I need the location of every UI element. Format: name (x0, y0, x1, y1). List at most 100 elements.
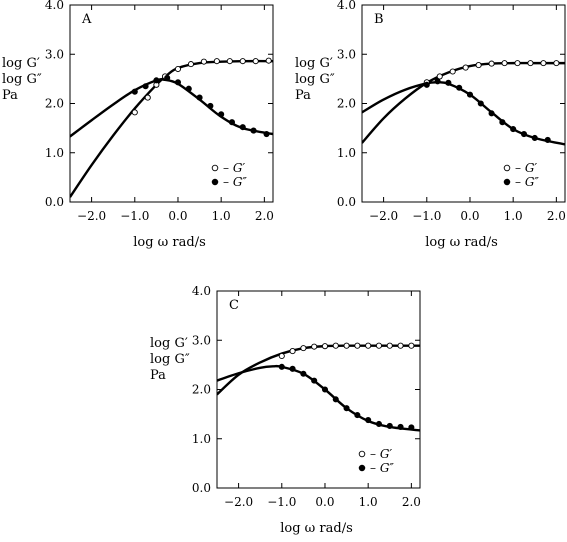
y-axis-label-line: Pa (150, 368, 166, 383)
legend-marker (211, 164, 219, 172)
legend-marker (503, 178, 511, 186)
y-tick-label: 4.0 (45, 0, 64, 12)
y-axis-label-line: log G″ (2, 72, 42, 87)
legend-marker (503, 164, 511, 172)
y-tick-label: 1.0 (337, 146, 356, 160)
g-double-prime-point (289, 365, 296, 372)
y-tick-label: 1.0 (45, 146, 64, 160)
g-double-prime-point (477, 100, 484, 107)
g-prime-point (475, 62, 482, 69)
g-prime-point (278, 352, 285, 360)
g-double-prime-point (343, 405, 350, 412)
g-prime-point (449, 68, 456, 75)
legend-label: – G″ (370, 461, 394, 475)
g-prime-point (375, 342, 383, 349)
legend-label: – G′ (223, 161, 245, 175)
g-double-prime-point (207, 102, 214, 110)
g-prime-point (540, 60, 547, 67)
x-tick-label: 0.0 (168, 209, 187, 223)
g-double-prime-point (434, 78, 441, 85)
legend-marker (211, 178, 219, 186)
legend-marker (358, 464, 366, 472)
g-double-prime-point (488, 110, 495, 117)
y-tick-label: 2.0 (192, 383, 211, 397)
y-tick-label: 3.0 (337, 47, 356, 61)
g-double-prime-point (321, 386, 329, 393)
fit-curve-g-prime (362, 61, 565, 144)
g-double-prime-point (332, 396, 339, 403)
y-axis-label-line: log G′ (295, 56, 333, 71)
g-prime-point (514, 60, 521, 67)
x-tick-label: 2.0 (547, 209, 566, 223)
g-double-prime-point (531, 134, 538, 142)
g-double-prime-point (250, 127, 257, 134)
g-double-prime-point (423, 81, 430, 88)
x-tick-label: −2.0 (77, 209, 106, 223)
g-prime-point (365, 342, 372, 349)
y-tick-label: 3.0 (192, 333, 211, 347)
g-prime-point (332, 342, 339, 349)
g-double-prime-point (445, 79, 452, 86)
g-double-prime-point (365, 416, 372, 424)
y-tick-label: 4.0 (337, 0, 356, 12)
panel-label: B (374, 12, 384, 27)
g-prime-point (144, 94, 151, 101)
g-double-prime-point (466, 91, 474, 98)
panel-label: C (229, 298, 239, 313)
y-tick-label: 3.0 (45, 47, 64, 61)
g-double-prime-point (375, 420, 383, 428)
g-prime-point (131, 109, 138, 116)
g-prime-point (408, 342, 415, 349)
g-double-prime-point (239, 124, 246, 131)
x-tick-label: 0.0 (315, 495, 334, 509)
g-prime-point (239, 58, 246, 65)
g-double-prime-point (164, 74, 171, 81)
y-tick-label: 2.0 (45, 97, 64, 111)
x-tick-label: −2.0 (224, 495, 253, 509)
g-double-prime-point (510, 126, 517, 133)
g-prime-point (200, 58, 207, 65)
x-tick-label: −1.0 (412, 209, 441, 223)
g-double-prime-point (263, 130, 270, 138)
y-tick-label: 0.0 (192, 481, 211, 495)
y-axis-label-line: log G′ (150, 336, 188, 351)
legend-label: – G′ (515, 161, 537, 175)
x-tick-label: 2.0 (402, 495, 421, 509)
legend-label: – G′ (370, 447, 392, 461)
g-prime-point (488, 60, 495, 67)
g-double-prime-point (520, 130, 528, 138)
g-double-prime-point (408, 424, 415, 431)
g-double-prime-point (386, 422, 393, 429)
g-double-prime-point (153, 77, 160, 84)
g-prime-point (553, 60, 560, 67)
fit-curve-g-double-prime (217, 364, 420, 432)
g-double-prime-point (397, 423, 404, 430)
g-prime-point (321, 343, 329, 350)
y-tick-label: 0.0 (337, 195, 356, 209)
g-double-prime-point (311, 377, 318, 384)
g-prime-point (226, 58, 233, 65)
g-prime-point (311, 343, 318, 350)
x-tick-label: 0.0 (460, 209, 479, 223)
x-axis-label: log ω rad/s (425, 235, 498, 250)
y-axis-label-line: Pa (2, 88, 18, 103)
g-double-prime-point (131, 88, 138, 95)
y-axis-label-line: log G′ (2, 56, 40, 71)
y-axis-label-line: log G″ (295, 72, 335, 87)
legend-marker (358, 450, 366, 458)
g-prime-point (397, 342, 404, 349)
g-double-prime-point (185, 85, 192, 92)
x-tick-label: 1.0 (359, 495, 378, 509)
x-tick-label: 1.0 (504, 209, 523, 223)
legend-label: – G″ (515, 175, 539, 189)
g-double-prime-point (228, 119, 236, 126)
g-prime-point (527, 60, 534, 67)
g-prime-point (289, 348, 296, 355)
g-prime-point (462, 64, 469, 71)
g-double-prime-point (499, 119, 506, 126)
g-prime-point (386, 342, 393, 349)
